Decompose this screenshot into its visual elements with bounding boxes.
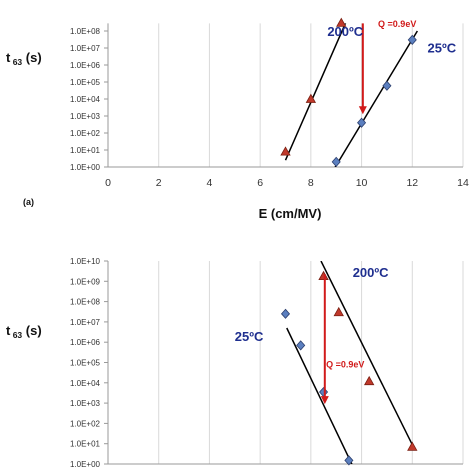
data-point-triangle <box>333 306 344 317</box>
y-axis-label: t 63 (s) <box>6 50 42 67</box>
y-tick-label: 1.0E+05 <box>70 78 101 87</box>
activation-energy-label: Q =0.9eV <box>326 360 364 370</box>
data-point-diamond <box>357 117 367 128</box>
data-point-diamond <box>407 34 417 45</box>
x-tick-label: 6 <box>257 177 263 189</box>
fit-line <box>284 23 347 161</box>
temperature-label: 25ºC <box>428 40 457 55</box>
temperature-label: 200ºC <box>327 24 363 39</box>
x-axis-label: E (cm/MV) <box>259 206 322 221</box>
q-arrow-head <box>320 396 329 405</box>
y-tick-label: 1.0E+00 <box>70 163 101 172</box>
y-tick-label: 1.0E+00 <box>70 460 101 469</box>
y-tick-label: 1.0E+03 <box>70 112 101 121</box>
data-point-triangle <box>363 375 375 386</box>
y-tick-label: 1.0E+02 <box>70 419 101 428</box>
fit-line <box>334 30 418 167</box>
data-point-diamond <box>280 308 291 319</box>
y-tick-label: 1.0E+01 <box>70 146 101 155</box>
temperature-label: 200ºC <box>353 265 389 280</box>
data-point-diamond <box>319 386 329 398</box>
data-point-triangle <box>336 17 347 27</box>
y-tick-label: 1.0E+07 <box>70 44 101 53</box>
plot-area <box>284 23 418 167</box>
fit-line <box>286 327 353 464</box>
temperature-label: 25ºC <box>235 329 264 344</box>
y-tick-label: 1.0E+01 <box>70 440 101 449</box>
data-point-diamond <box>331 156 341 167</box>
y-tick-label: 1.0E+05 <box>70 359 101 368</box>
y-tick-label: 1.0E+03 <box>70 399 101 408</box>
q-arrow-head <box>358 106 367 115</box>
data-point-diamond <box>296 340 306 351</box>
y-tick-label: 1.0E+06 <box>70 338 101 347</box>
data-point-triangle <box>407 441 418 451</box>
x-tick-label: 10 <box>356 177 368 189</box>
x-tick-label: 14 <box>457 177 469 189</box>
y-tick-label: 1.0E+10 <box>70 257 101 266</box>
chart-panel-b: 1.0E+00 1.0E+01 1.0E+02 1.0E+03 1.0E+04 1.0E+… <box>6 257 464 469</box>
y-tick-label: 1.0E+07 <box>70 318 101 327</box>
x-tick-label: 8 <box>308 177 314 189</box>
y-tick-label: 1.0E+08 <box>70 298 101 307</box>
data-point-diamond <box>382 80 392 91</box>
x-tick-label: 0 <box>105 177 111 189</box>
data-point-triangle <box>305 93 317 103</box>
y-tick-label: 1.0E+04 <box>70 95 101 104</box>
y-tick-label: 1.0E+04 <box>70 379 101 388</box>
x-tick-label: 4 <box>207 177 213 189</box>
data-point-diamond <box>344 455 354 466</box>
y-tick-label: 1.0E+08 <box>70 27 101 36</box>
panel-label: (a) <box>23 197 34 207</box>
y-tick-label: 1.0E+02 <box>70 129 101 138</box>
y-axis-label: t 63 (s) <box>6 323 42 340</box>
fit-line <box>320 261 416 451</box>
y-tick-label: 1.0E+09 <box>70 277 101 286</box>
x-tick-label: 2 <box>156 177 162 189</box>
x-tick-label: 12 <box>406 177 418 189</box>
activation-energy-label: Q =0.9eV <box>378 19 416 29</box>
chart-panel-a: 1.0E+00 1.0E+01 1.0E+02 1.0E+03 1.0E+04 1.0E+… <box>6 17 469 221</box>
plot-area <box>286 261 416 464</box>
y-tick-label: 1.0E+06 <box>70 61 101 70</box>
data-point-triangle <box>280 146 291 156</box>
